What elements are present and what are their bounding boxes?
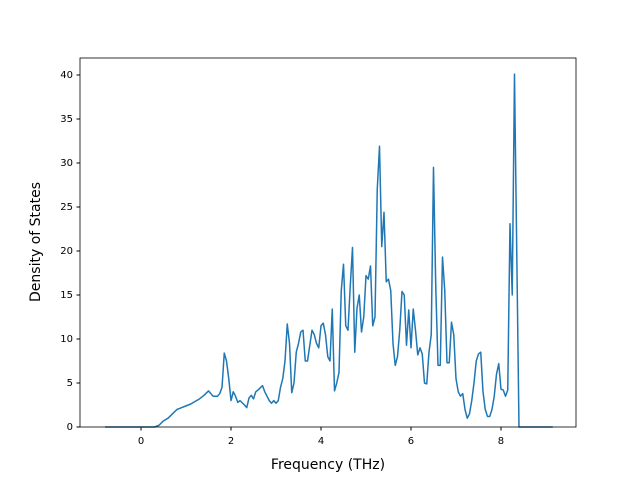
x-tick-label: 6: [408, 436, 414, 447]
y-tick-label: 20: [60, 246, 73, 257]
y-tick-label: 40: [60, 70, 73, 81]
y-axis-label: Density of States: [28, 182, 44, 302]
x-tick-label: 4: [318, 436, 324, 447]
x-axis-label: Frequency (THz): [271, 457, 385, 473]
x-tick-label: 2: [228, 436, 234, 447]
line: [105, 73, 553, 428]
y-tick-label: 30: [60, 158, 73, 169]
x-tick-label: 8: [498, 436, 504, 447]
y-tick-label: 25: [60, 202, 73, 213]
plot-frame: [79, 57, 577, 428]
y-tick-label: 15: [60, 290, 73, 301]
y-tick-label: 10: [60, 334, 73, 345]
y-tick-label: 5: [67, 378, 73, 389]
y-tick-label: 35: [60, 114, 73, 125]
x-tick-label: 0: [138, 436, 144, 447]
y-tick-label: 0: [67, 422, 73, 433]
